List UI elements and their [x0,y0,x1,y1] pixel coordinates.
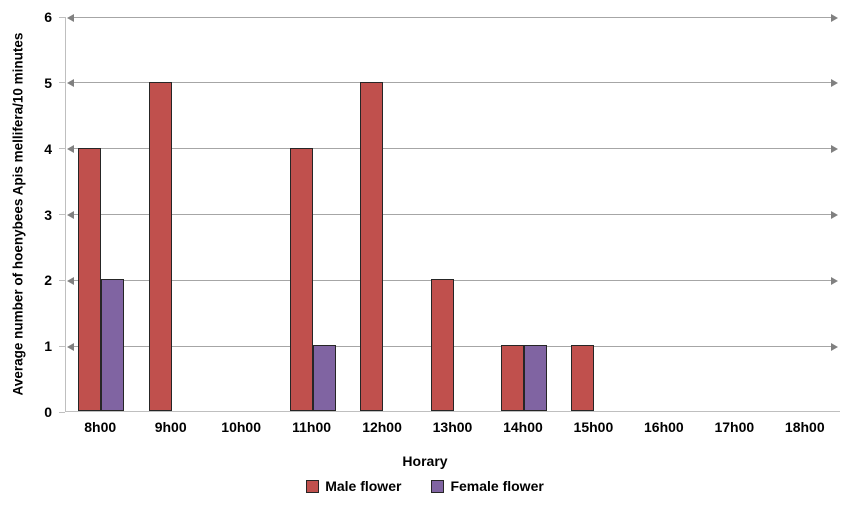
y-tick-mark [59,214,65,215]
y-tick-mark [59,279,65,281]
legend-swatch-female-flower [431,479,445,493]
x-axis-title: Horary [402,453,448,469]
y-tick-mark [59,82,65,84]
legend-swatch-male-flower [306,479,320,493]
x-tick-label-10h00: 10h00 [221,419,261,435]
bar-female-flower-11h00 [313,345,336,411]
x-tick-label-16h00: 16h00 [644,419,684,435]
x-tick-label-15h00: 15h00 [573,419,614,435]
y-tick-label: 2 [44,272,52,289]
x-tick-label-18h00: 18h00 [784,419,825,435]
bar-male-flower-12h00 [360,82,383,411]
y-tick-label: 5 [44,74,52,91]
bar-female-flower-8h00 [101,279,124,411]
x-tick-label-11h00: 11h00 [292,419,332,435]
gridline-y5 [67,79,838,88]
gridline-y4 [67,145,838,154]
plot-area [59,13,840,413]
gridline-y3 [67,211,838,219]
y-tick-label: 3 [44,206,52,223]
bar-male-flower-8h00 [78,148,101,411]
legend-item-female-flower: Female flower [431,478,544,494]
y-tick-label: 6 [44,9,52,25]
gridline-y6 [67,13,838,22]
y-axis-title: Average number of hoenybees Apis mellife… [10,32,26,396]
x-axis-labels: 8h00 9h00 10h00 11h00 12h00 13h00 14h00 15h00 16… [65,419,840,435]
y-tick-label: 4 [44,140,52,157]
x-tick-label-13h00: 13h00 [432,419,473,435]
bar-male-flower-13h00 [431,279,454,411]
y-tick-mark [59,148,65,150]
bar-male-flower-9h00 [149,82,172,411]
y-tick-label: 1 [44,338,52,355]
bar-male-flower-11h00 [290,148,313,411]
legend-label-female-flower: Female flower [450,478,544,494]
x-tick-label-12h00: 12h00 [362,419,402,435]
x-tick-label-14h00: 14h00 [503,419,543,435]
y-tick-label: 0 [44,404,52,420]
y-tick-mark [59,16,65,18]
bar-male-flower-14h00 [501,345,524,411]
legend-label-male-flower: Male flower [325,478,402,494]
x-tick-label-17h00: 17h00 [714,419,755,435]
legend: Male flower Female flower [0,478,850,494]
bar-female-flower-14h00 [524,345,547,411]
bar-male-flower-15h00 [571,345,594,411]
x-tick-label-9h00: 9h00 [154,419,187,435]
y-tick-mark [59,411,65,413]
y-tick-mark [59,345,65,347]
x-tick-label-8h00: 8h00 [84,419,117,435]
legend-item-male-flower: Male flower [306,478,401,494]
